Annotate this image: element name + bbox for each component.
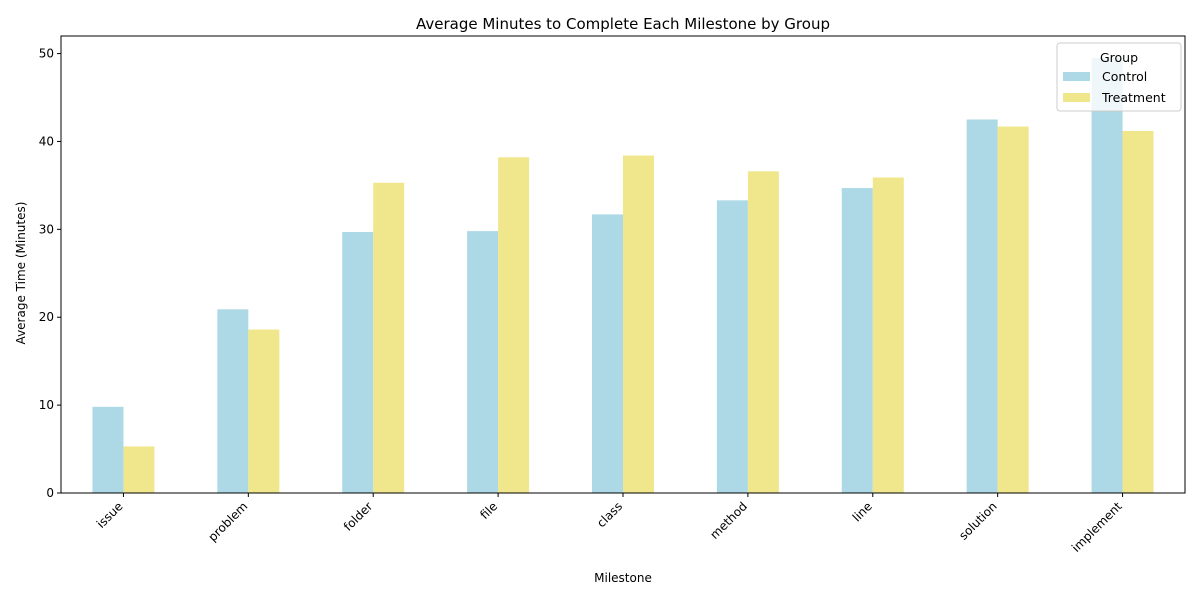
bar-control-folder — [342, 231, 374, 493]
x-tick-label: line — [850, 499, 875, 524]
bar-treatment-solution — [997, 126, 1029, 494]
bar-treatment-problem — [248, 329, 280, 493]
bar-control-method — [716, 200, 748, 493]
x-axis-label: Milestone — [594, 571, 652, 585]
bars-layer — [92, 57, 1154, 494]
bar-treatment-folder — [373, 182, 405, 493]
bar-treatment-method — [747, 171, 779, 494]
bar-control-file — [467, 231, 499, 493]
bar-treatment-line — [872, 177, 904, 493]
bar-treatment-file — [498, 157, 530, 493]
bar-treatment-class — [623, 155, 654, 493]
legend-title: Group — [1100, 50, 1138, 65]
bar-control-problem — [217, 309, 249, 493]
y-tick-label: 40 — [39, 134, 54, 148]
chart-title: Average Minutes to Complete Each Milesto… — [416, 15, 830, 33]
x-tick-label: solution — [956, 499, 1000, 543]
x-tick-label: problem — [205, 499, 250, 544]
legend-swatch-control — [1063, 72, 1090, 81]
legend-swatch-treatment — [1063, 93, 1090, 102]
y-axis-label: Average Time (Minutes) — [14, 202, 28, 345]
bar-control-line — [841, 188, 873, 493]
x-tick-label: issue — [94, 499, 126, 531]
x-tick-label: class — [594, 499, 625, 530]
bar-control-solution — [966, 119, 998, 493]
y-tick-label: 50 — [39, 47, 54, 61]
legend-label-treatment: Treatment — [1101, 90, 1166, 105]
y-tick-label: 30 — [39, 222, 54, 236]
y-tick-label: 20 — [39, 310, 54, 324]
y-tick-label: 0 — [46, 486, 54, 500]
legend: Group Control Treatment — [1056, 42, 1182, 112]
bar-treatment-issue — [123, 446, 155, 493]
x-tick-label: implement — [1069, 499, 1125, 555]
bar-control-issue — [92, 406, 124, 493]
x-tick-label: folder — [341, 499, 376, 534]
bar-treatment-implement — [1122, 130, 1154, 493]
x-tick-label: method — [707, 499, 750, 542]
y-tick-label: 10 — [39, 398, 54, 412]
legend-label-control: Control — [1102, 69, 1147, 84]
bar-control-class — [592, 214, 623, 493]
x-tick-label: file — [477, 499, 500, 522]
bar-control-implement — [1091, 57, 1123, 493]
